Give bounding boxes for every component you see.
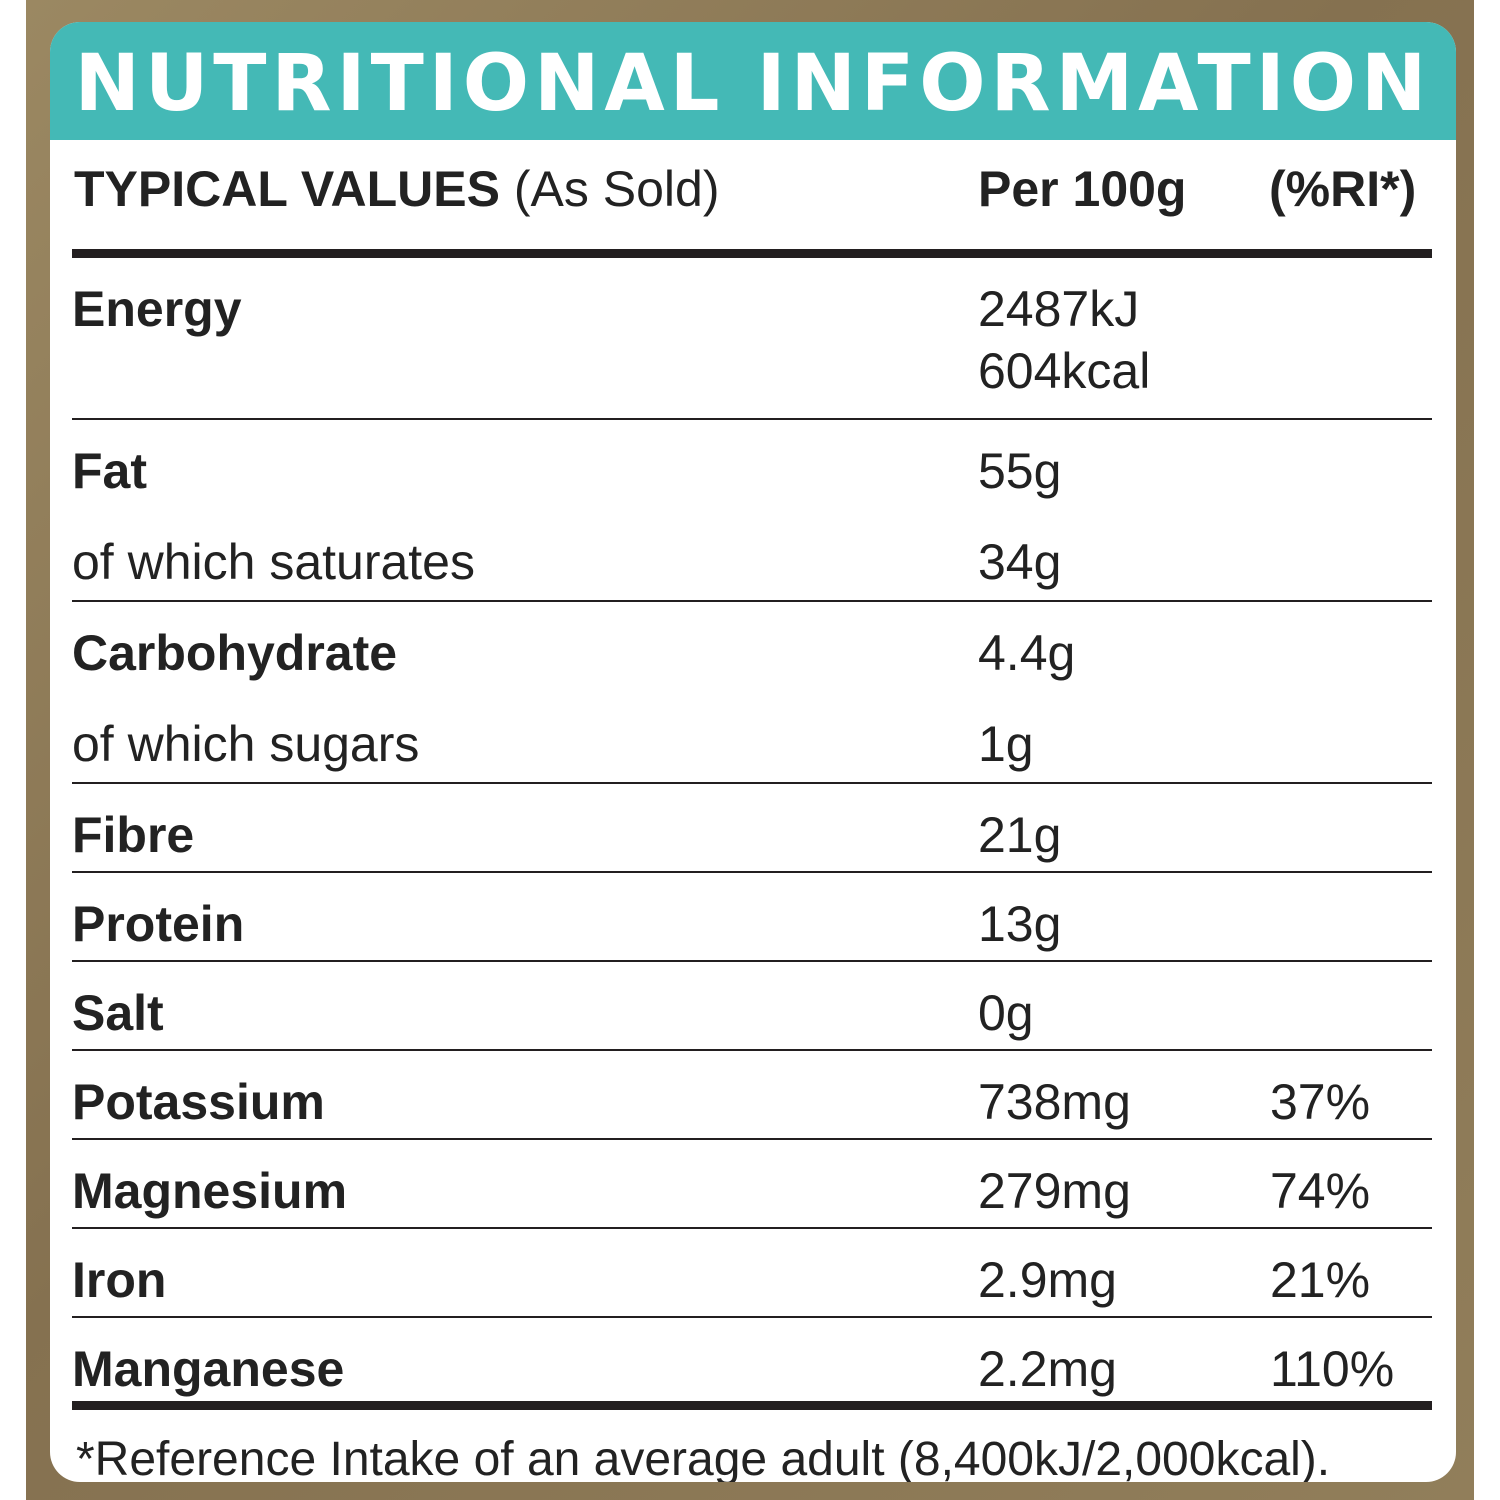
row-name: Fibre	[72, 807, 195, 863]
footnote-reference-intake: *Reference Intake of an average adult (8…	[76, 1433, 1331, 1482]
row-ri: 74%	[1270, 1163, 1371, 1219]
table-row-saturates: of which saturates 34g	[72, 511, 1432, 602]
row-ri: 21%	[1270, 1252, 1371, 1308]
header-per-100g: Per 100g	[978, 161, 1187, 217]
row-name: Salt	[72, 985, 164, 1041]
row-value: 21g	[978, 807, 1062, 863]
table-row-fibre: Fibre 21g	[72, 784, 1432, 873]
row-value: 279mg	[978, 1163, 1131, 1219]
table-row-iron: Iron 2.9mg 21%	[72, 1229, 1432, 1318]
table-row-fat: Fat 55g	[72, 420, 1432, 511]
row-value: 13g	[978, 896, 1062, 952]
table-row-sugars: of which sugars 1g	[72, 693, 1432, 784]
table-row-carbohydrate: Carbohydrate 4.4g	[72, 602, 1432, 693]
table-row-energy: Energy 2487kJ 604kcal	[72, 258, 1432, 420]
title-bar: NUTRITIONAL INFORMATION	[50, 22, 1456, 140]
row-name: of which sugars	[72, 716, 420, 772]
table-row-manganese: Manganese 2.2mg 110%	[72, 1318, 1432, 1410]
row-value: 738mg	[978, 1074, 1131, 1130]
table-row-magnesium: Magnesium 279mg 74%	[72, 1140, 1432, 1229]
row-value: 55g	[978, 443, 1062, 499]
table-row-salt: Salt 0g	[72, 962, 1432, 1051]
row-value: 1g	[978, 716, 1034, 772]
row-name: Protein	[72, 896, 245, 952]
row-value-kcal: 604kcal	[978, 343, 1151, 399]
row-value: 4.4g	[978, 625, 1076, 681]
row-name: Manganese	[72, 1341, 345, 1397]
header-ri: (%RI*)	[1269, 161, 1417, 217]
row-ri: 37%	[1270, 1074, 1371, 1130]
header-typical-values-bold: TYPICAL VALUES	[74, 161, 500, 217]
header-typical-values: TYPICAL VALUES (As Sold)	[74, 160, 720, 218]
row-value-kj: 2487kJ	[978, 281, 1140, 337]
row-value: 0g	[978, 985, 1034, 1041]
table-row-potassium: Potassium 738mg 37%	[72, 1051, 1432, 1140]
table-header: TYPICAL VALUES (As Sold) Per 100g (%RI*)	[72, 140, 1432, 258]
nutrition-table: TYPICAL VALUES (As Sold) Per 100g (%RI*)…	[72, 140, 1432, 1482]
row-value: 34g	[978, 534, 1062, 590]
nutrition-panel: NUTRITIONAL INFORMATION TYPICAL VALUES (…	[50, 22, 1456, 1482]
table-row-protein: Protein 13g	[72, 873, 1432, 962]
row-name: of which saturates	[72, 534, 475, 590]
row-value: 2487kJ 604kcal	[978, 278, 1150, 402]
row-name: Fat	[72, 443, 147, 499]
row-name: Carbohydrate	[72, 625, 398, 681]
row-name: Energy	[72, 281, 242, 337]
page-title: NUTRITIONAL INFORMATION	[74, 39, 1432, 129]
row-value: 2.9mg	[978, 1252, 1117, 1308]
row-name: Iron	[72, 1252, 167, 1308]
row-name: Potassium	[72, 1074, 325, 1130]
row-ri: 110%	[1270, 1341, 1395, 1397]
header-as-sold: (As Sold)	[499, 161, 720, 217]
row-value: 2.2mg	[978, 1341, 1117, 1397]
row-name: Magnesium	[72, 1163, 348, 1219]
